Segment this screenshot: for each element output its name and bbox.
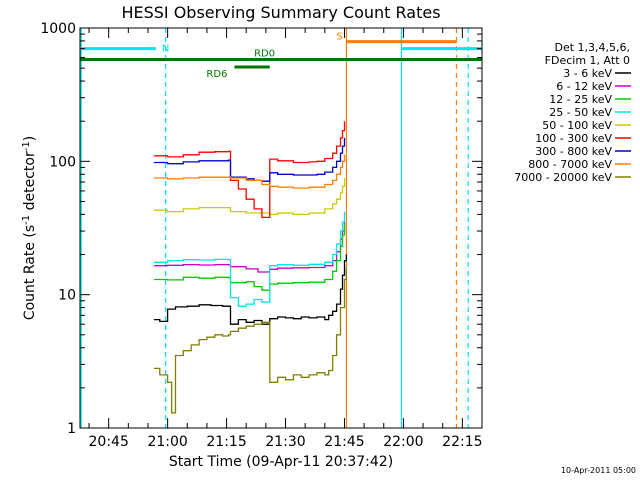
series-line	[153, 254, 348, 325]
legend-entry-label: 800 - 7000 keV	[528, 158, 612, 171]
y-label-part-2: detector	[22, 151, 38, 215]
y-axis-label: Count Rate (s-1 detector-1)	[21, 136, 38, 320]
legend-entry-label: 25 - 50 keV	[549, 106, 612, 119]
x-tick-label: 21:30	[265, 434, 305, 450]
axes: 1 10 100 1000 20:45 21:00 21:15 21:30 21:45 22:00…	[40, 21, 482, 450]
y-tick-label: 1000	[40, 21, 76, 37]
plot-frame	[79, 27, 483, 429]
x-tick-label: 22:00	[383, 434, 423, 450]
flag-label: RD6	[206, 69, 227, 80]
series-line	[153, 178, 346, 216]
flag-label: N	[162, 44, 169, 55]
y-tick-label: 10	[58, 288, 76, 304]
series-line	[153, 137, 346, 182]
legend-header-line-1: Det 1,3,4,5,6,	[554, 41, 630, 54]
legend-entry-label: 300 - 800 keV	[535, 145, 612, 158]
legend-entry-label: 6 - 12 keV	[556, 80, 612, 93]
legend-entry-label: 12 - 25 keV	[549, 93, 612, 106]
series-line	[153, 211, 346, 307]
series-line	[153, 267, 348, 414]
y-label-sup-2: -1	[21, 141, 32, 151]
series-line	[153, 121, 346, 219]
y-tick-label: 1	[67, 421, 76, 437]
y-label-sup-1: -1	[21, 215, 32, 225]
legend-header-line-2: FDecim 1, Att 0	[545, 54, 630, 67]
x-tick-label: 21:45	[324, 434, 364, 450]
flag-label: RD0	[254, 49, 275, 60]
series-lines	[153, 121, 348, 414]
legend-entry-label: 3 - 6 keV	[563, 67, 612, 80]
vertical-markers	[80, 28, 469, 428]
x-tick-label: 21:00	[147, 434, 187, 450]
series-line	[153, 154, 346, 189]
x-tick-label: 21:15	[206, 434, 246, 450]
legend-entry-label: 50 - 100 keV	[542, 119, 612, 132]
x-axis-label: Start Time (09-Apr-11 20:37:42)	[169, 454, 393, 470]
flag-label: S	[336, 32, 342, 43]
x-tick-label: 22:15	[442, 434, 482, 450]
series-line	[153, 223, 346, 291]
footer-timestamp: 10-Apr-2011 05:00	[561, 466, 636, 475]
y-label-part-1: Count Rate (s	[22, 225, 38, 320]
y-tick-label: 100	[49, 154, 76, 170]
flag-bars: N S RD0 RD6	[80, 32, 482, 80]
legend: Det 1,3,4,5,6, FDecim 1, Att 0 3 - 6 keV…	[514, 41, 631, 184]
x-tick-label: 20:45	[89, 434, 129, 450]
chart-title: HESSI Observing Summary Count Rates	[121, 3, 440, 22]
legend-entry-label: 100 - 300 keV	[535, 132, 612, 145]
legend-entry-label: 7000 - 20000 keV	[514, 171, 612, 184]
y-label-part-3: )	[22, 136, 38, 141]
